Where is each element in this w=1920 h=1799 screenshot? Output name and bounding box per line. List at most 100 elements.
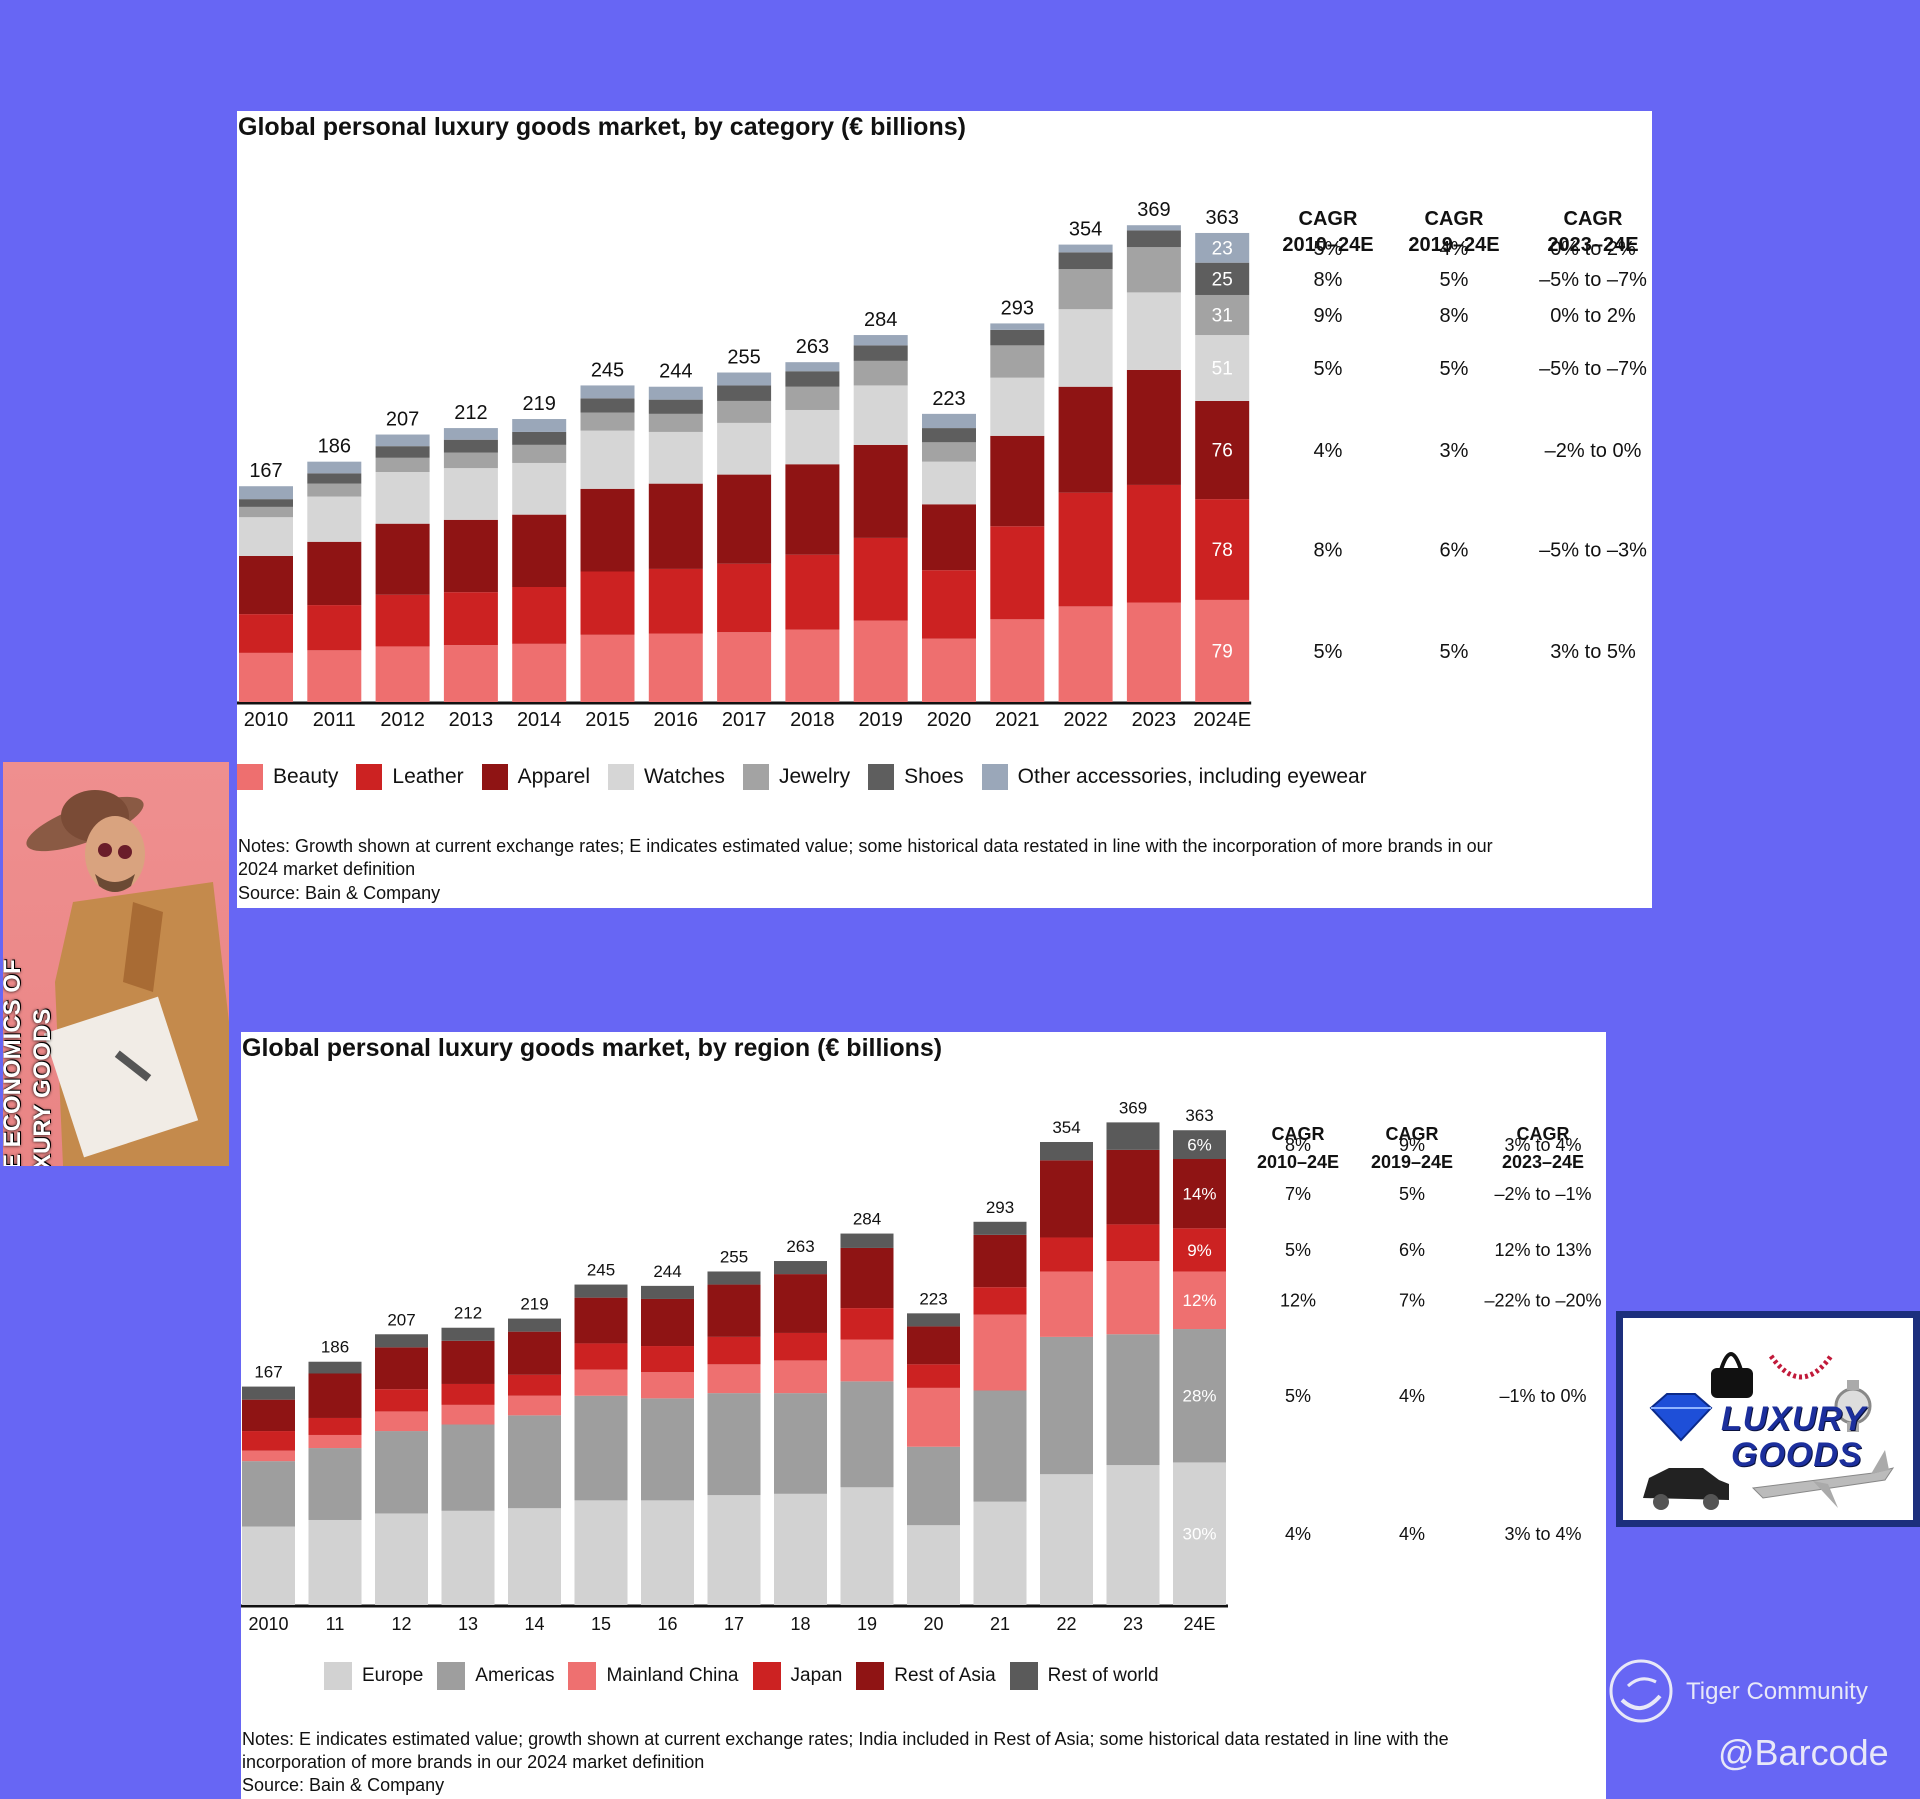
- legend-item: Americas: [437, 1662, 554, 1690]
- bar-segment-rest-of-world-2010: [242, 1386, 295, 1400]
- bar-segment-jewelry-2017: [717, 400, 772, 423]
- bar-total-label: 363: [1206, 207, 1239, 229]
- bar-total-label: 369: [1119, 1098, 1147, 1117]
- bar-segment-japan-23: [1106, 1224, 1160, 1262]
- category-source: Source: Bain & Company: [238, 883, 441, 903]
- bar-segment-mainland-china-18: [774, 1360, 827, 1394]
- bar-segment-americas-23: [1106, 1334, 1160, 1466]
- bar-total-label: 186: [318, 436, 351, 458]
- bar-segment-rest-of-world-22: [1040, 1142, 1093, 1161]
- x-tick-label: 13: [458, 1614, 478, 1634]
- x-tick-label: 2018: [790, 709, 835, 731]
- cagr-value: 6%: [1399, 1240, 1425, 1260]
- bar-segment-leather-2016: [648, 568, 703, 634]
- bar-segment-shoes-2020: [922, 428, 976, 443]
- bar-segment-europe-11: [308, 1519, 362, 1605]
- bar-segment-rest-of-world-23: [1106, 1122, 1160, 1150]
- bar-total-label: 212: [454, 1304, 482, 1323]
- bar-total-label: 263: [796, 336, 829, 358]
- legend-label: Rest of Asia: [894, 1665, 996, 1686]
- bar-segment-other-accessories-2021: [990, 323, 1045, 330]
- bar-segment-japan-24E: [1173, 1228, 1226, 1272]
- economics-of-luxury-thumbnail[interactable]: THE ECONOMICS OF LUXURY GOODS: [3, 762, 229, 1166]
- bar-segment-watches-2010: [239, 517, 293, 556]
- bar-segment-mainland-china-17: [707, 1364, 761, 1394]
- legend-swatch: [981, 764, 1008, 790]
- bar-segment-americas-20: [907, 1446, 960, 1526]
- bar-segment-watches-2017: [717, 422, 772, 475]
- bar-segment-beauty-2024E: [1195, 599, 1250, 702]
- legend-swatch: [324, 1662, 352, 1690]
- bar-segment-europe-12: [375, 1513, 428, 1605]
- bar-segment-watches-2013: [443, 468, 498, 520]
- segment-value-label: 51: [1212, 359, 1233, 380]
- bar-segment-rest-of-world-18: [774, 1261, 827, 1275]
- bar-segment-apparel-2010: [239, 555, 293, 615]
- tiger-community-logo-icon: [1609, 1659, 1673, 1723]
- legend-swatch: [237, 764, 263, 790]
- bar-segment-europe-20: [907, 1525, 960, 1605]
- legend-item: Leather: [356, 764, 464, 790]
- bar-segment-americas-21: [973, 1390, 1027, 1502]
- cagr-header: 2010–24E: [1257, 1152, 1339, 1172]
- bar-segment-other-accessories-2010: [239, 486, 293, 500]
- bar-segment-other-accessories-2014: [512, 419, 567, 432]
- bar-segment-shoes-2016: [648, 399, 703, 414]
- bar-stack-2019: [853, 335, 908, 702]
- bar-segment-jewelry-2020: [922, 442, 976, 462]
- x-tick-label: 2020: [927, 709, 972, 731]
- x-tick-label: 2016: [654, 709, 699, 731]
- cagr-value: 4%: [1285, 1524, 1311, 1544]
- bar-segment-europe-15: [574, 1500, 628, 1605]
- bar-total-label: 207: [387, 1310, 415, 1329]
- bar-stack-2020: [922, 413, 976, 702]
- cagr-value: 9%: [1399, 1135, 1425, 1155]
- cagr-value: 5%: [1314, 641, 1343, 663]
- bar-segment-beauty-2011: [307, 650, 362, 702]
- cagr-value: 9%: [1314, 305, 1343, 327]
- bar-segment-apparel-2012: [375, 523, 430, 595]
- bar-segment-japan-15: [574, 1343, 628, 1370]
- bar-segment-rest-of-asia-13: [441, 1340, 495, 1384]
- bar-stack-18: [774, 1261, 827, 1605]
- bar-segment-apparel-2013: [443, 519, 498, 593]
- category-chart-panel: Global personal luxury goods market, by …: [237, 111, 1652, 908]
- x-tick-label: 2014: [517, 709, 562, 731]
- bar-segment-beauty-2010: [239, 652, 293, 702]
- bar-stack-2017: [717, 372, 772, 702]
- x-tick-label: 2022: [1063, 709, 1108, 731]
- bar-segment-jewelry-2015: [580, 412, 635, 431]
- bar-total-label: 186: [321, 1338, 349, 1357]
- bar-total-label: 245: [587, 1261, 615, 1280]
- segment-value-label: 23: [1212, 238, 1233, 259]
- x-tick-label: 2013: [449, 709, 494, 731]
- bar-stack-24E: [1173, 1130, 1226, 1605]
- bar-total-label: 263: [786, 1237, 814, 1256]
- cagr-value: 4%: [1314, 440, 1343, 462]
- cagr-value: –22% to –20%: [1484, 1291, 1601, 1311]
- bar-segment-mainland-china-21: [973, 1314, 1027, 1391]
- bar-segment-rest-of-world-16: [641, 1285, 694, 1299]
- segment-value-label: 76: [1212, 441, 1233, 462]
- bar-segment-watches-2011: [307, 496, 362, 542]
- bar-total-label: 212: [454, 402, 487, 424]
- bar-segment-americas-18: [774, 1393, 827, 1494]
- legend-item: Watches: [608, 764, 725, 790]
- legend-label: Jewelry: [778, 765, 851, 788]
- x-tick-label: 2012: [380, 709, 425, 731]
- bar-segment-shoes-2015: [580, 398, 635, 413]
- bar-segment-rest-of-world-15: [574, 1284, 628, 1298]
- bar-segment-japan-13: [441, 1383, 495, 1405]
- legend-label: Watches: [644, 765, 725, 788]
- bar-total-label: 255: [720, 1247, 748, 1266]
- luxury-goods-badge[interactable]: LUXURY GOODS: [1616, 1311, 1920, 1527]
- region-source: Source: Bain & Company: [242, 1775, 445, 1795]
- cagr-header: CAGR: [1564, 208, 1623, 230]
- cagr-value: 6%: [1440, 540, 1469, 562]
- bar-segment-rest-of-asia-14: [508, 1331, 561, 1375]
- cagr-value: 3% to 4%: [1504, 1135, 1581, 1155]
- legend-swatch: [868, 764, 895, 790]
- bar-segment-americas-11: [308, 1448, 362, 1520]
- segment-value-label: 79: [1212, 642, 1233, 663]
- bar-segment-europe-23: [1106, 1465, 1160, 1605]
